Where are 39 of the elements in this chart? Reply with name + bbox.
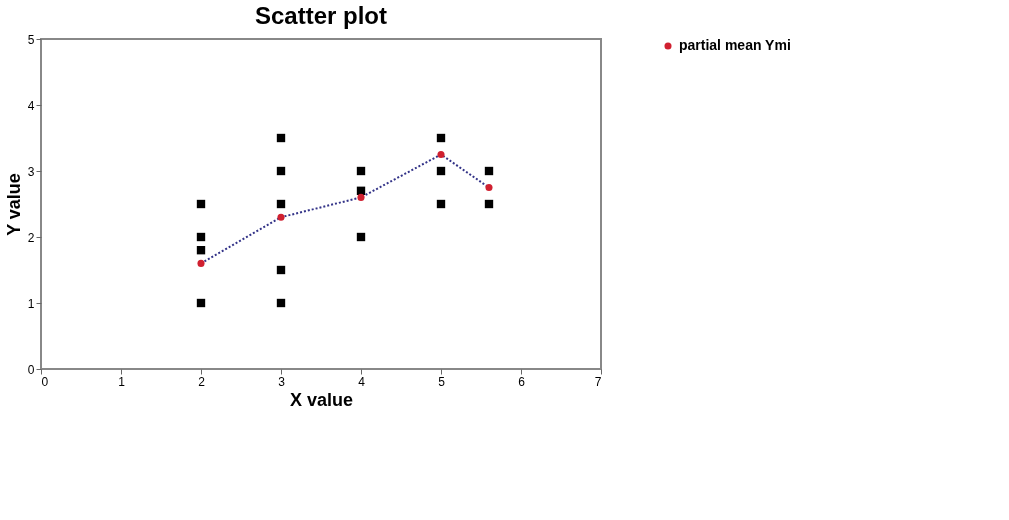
x-tick-label: 2 <box>198 374 206 389</box>
y-tick-label: 3 <box>27 164 35 179</box>
point <box>437 150 445 159</box>
x-tick-label: 5 <box>438 374 446 389</box>
y-tick-label: 2 <box>27 230 35 245</box>
point <box>196 298 206 308</box>
y-tick-label: 1 <box>27 296 35 311</box>
chart-title: Scatter plot <box>254 2 388 29</box>
point <box>436 133 446 143</box>
x-tick-label: 6 <box>518 374 526 389</box>
point <box>196 199 206 209</box>
point <box>276 298 286 308</box>
y-axis-title: Y value <box>3 173 24 236</box>
y-tick-label: 5 <box>27 32 35 47</box>
legend-label: partial mean Ymi <box>679 37 791 53</box>
point <box>484 199 494 209</box>
point <box>356 232 366 242</box>
point <box>484 166 494 176</box>
x-tick-label: 0 <box>41 374 49 389</box>
point <box>196 246 206 255</box>
point <box>276 199 286 209</box>
point <box>276 166 286 176</box>
point <box>197 259 205 267</box>
x-tick-label: 3 <box>278 374 286 389</box>
point <box>357 193 365 201</box>
x-axis-title: X value <box>289 389 354 410</box>
point <box>436 166 446 176</box>
point <box>196 232 206 242</box>
x-tick-label: 7 <box>594 374 602 389</box>
point <box>356 166 366 176</box>
x-tick-label: 4 <box>358 374 366 389</box>
point <box>485 183 493 192</box>
point <box>276 133 286 143</box>
y-tick-label: 4 <box>27 98 35 113</box>
point <box>276 265 286 275</box>
x-tick-label: 1 <box>118 374 126 389</box>
point <box>277 213 285 221</box>
y-tick-label: 0 <box>27 362 35 377</box>
point <box>436 199 446 209</box>
